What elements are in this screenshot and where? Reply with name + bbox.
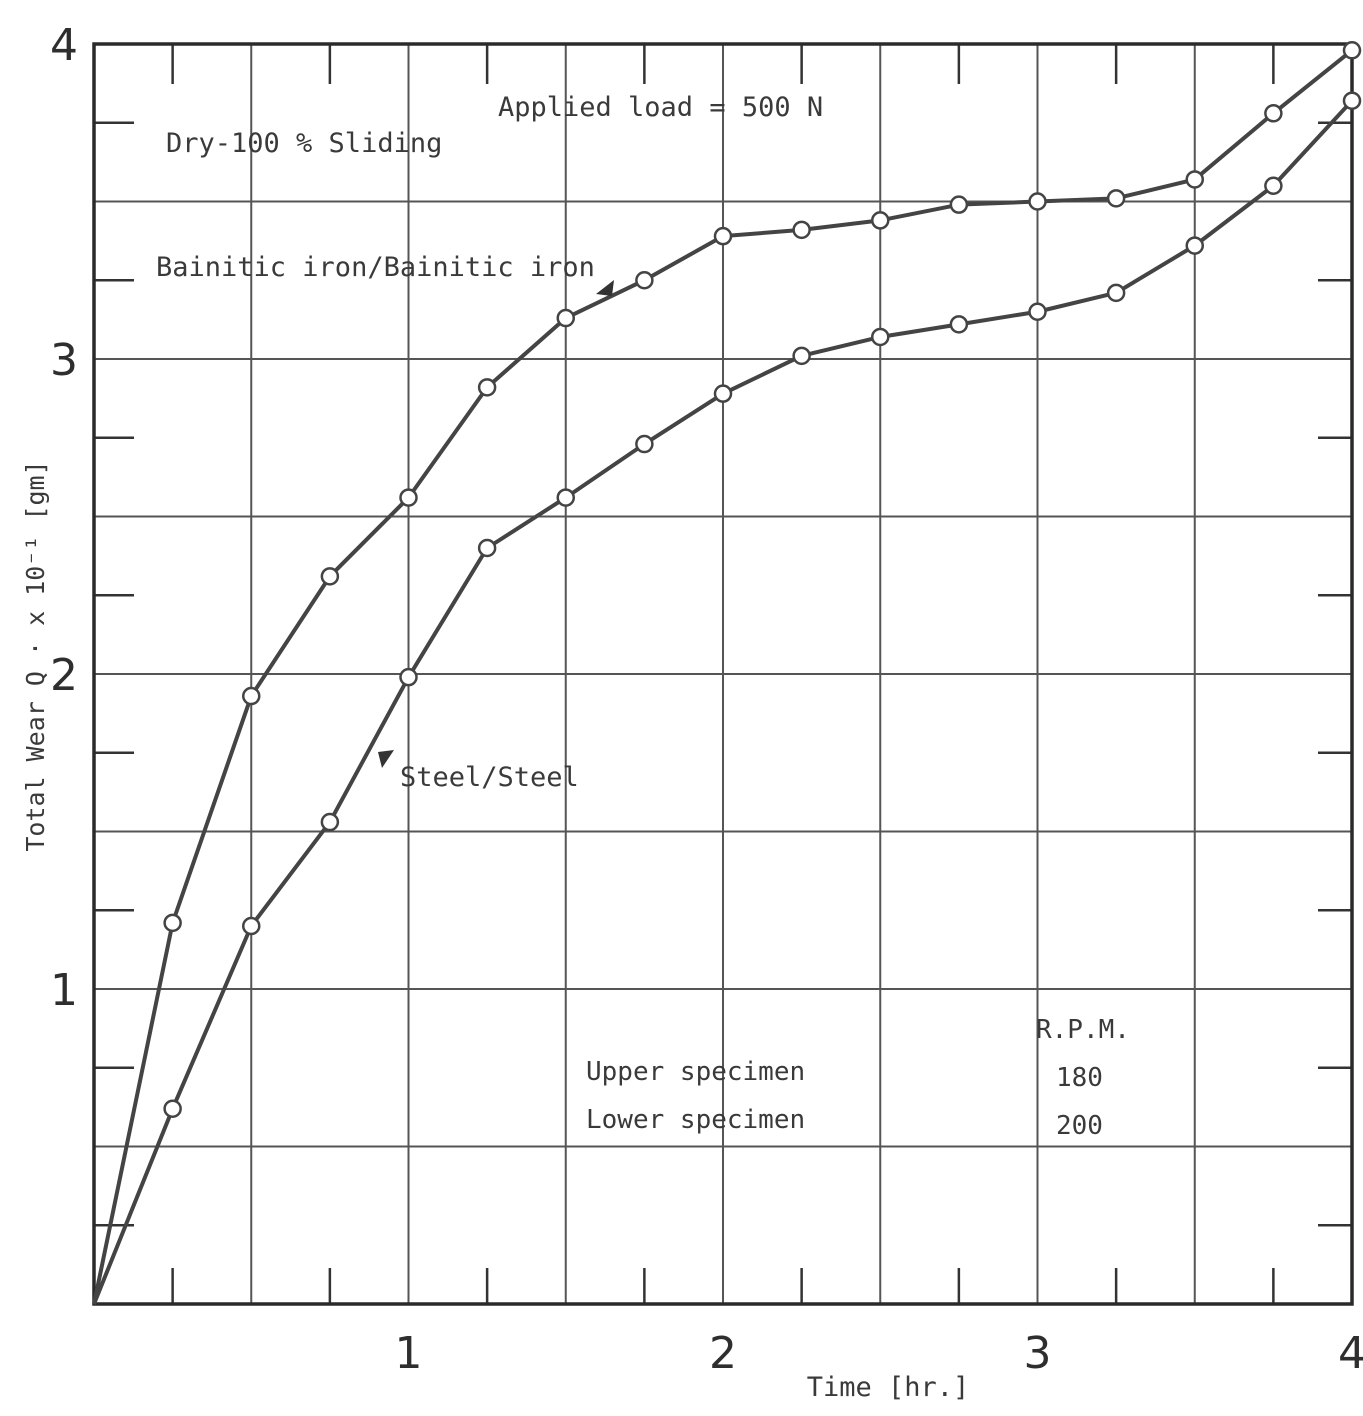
data-point-1 bbox=[477, 538, 497, 558]
data-point-0 bbox=[1028, 192, 1047, 211]
data-point-0 bbox=[399, 488, 418, 507]
data-point-1 bbox=[1342, 91, 1362, 110]
x-tick-label: 4 bbox=[1338, 1328, 1363, 1379]
data-point-1 bbox=[1185, 236, 1204, 255]
load-label: Applied load = 500 N bbox=[498, 92, 823, 123]
y-tick-label: 3 bbox=[50, 335, 78, 386]
y-axis-label: Total Wear Q · x 10⁻¹ [gm] bbox=[21, 460, 50, 851]
data-point-0 bbox=[242, 686, 261, 706]
data-point-0 bbox=[1342, 41, 1362, 60]
data-point-1 bbox=[320, 812, 340, 832]
data-point-1 bbox=[635, 434, 654, 454]
data-point-0 bbox=[1264, 104, 1283, 123]
data-point-1 bbox=[399, 667, 418, 687]
plot-frame bbox=[92, 42, 1354, 1306]
series-label-steel: Steel/Steel bbox=[400, 762, 579, 793]
data-point-0 bbox=[1185, 170, 1204, 189]
series-pointer-steel bbox=[378, 750, 394, 768]
y-tick-label: 4 bbox=[50, 20, 78, 71]
data-point-0 bbox=[1106, 189, 1126, 208]
data-point-0 bbox=[713, 226, 733, 246]
data-point-0 bbox=[871, 211, 890, 230]
condition-label: Dry-100 % Sliding bbox=[166, 128, 442, 159]
data-point-1 bbox=[713, 384, 733, 403]
data-point-1 bbox=[792, 346, 811, 366]
data-point-0 bbox=[556, 308, 575, 328]
x-tick-label: 1 bbox=[395, 1328, 423, 1379]
series-group bbox=[92, 41, 1362, 1305]
data-point-0 bbox=[635, 271, 654, 290]
data-point-0 bbox=[949, 195, 969, 214]
rpm-header: R.P.M. bbox=[1036, 1015, 1130, 1045]
lower-specimen-label: Lower specimen bbox=[586, 1105, 805, 1135]
grid-lines bbox=[94, 44, 1352, 1304]
data-point-1 bbox=[556, 488, 575, 507]
data-point-0 bbox=[477, 378, 497, 397]
y-tick-label: 1 bbox=[50, 965, 78, 1016]
lower-specimen-rpm: 200 bbox=[1056, 1111, 1103, 1141]
x-axis-label: Time [hr.] bbox=[807, 1372, 970, 1403]
axis-ticks bbox=[94, 44, 1352, 1304]
data-point-0 bbox=[320, 567, 340, 586]
data-point-1 bbox=[242, 916, 261, 936]
data-point-1 bbox=[1028, 302, 1047, 321]
y-tick-label: 2 bbox=[50, 650, 78, 701]
upper-specimen-rpm: 180 bbox=[1056, 1063, 1103, 1093]
data-point-1 bbox=[163, 1099, 182, 1118]
series-label-bainitic: Bainitic iron/Bainitic iron bbox=[156, 252, 595, 283]
data-point-1 bbox=[1106, 283, 1126, 303]
upper-specimen-label: Upper specimen bbox=[586, 1057, 805, 1087]
data-point-0 bbox=[163, 913, 182, 933]
data-point-1 bbox=[949, 315, 969, 334]
data-point-1 bbox=[1264, 176, 1283, 195]
tick-labels: 1 2 3 4 1 2 3 4 bbox=[50, 20, 1363, 1379]
data-point-0 bbox=[792, 220, 811, 240]
data-point-1 bbox=[871, 327, 890, 347]
series-pointer-bainitic bbox=[596, 280, 614, 296]
x-tick-label: 2 bbox=[709, 1328, 737, 1379]
x-tick-label: 3 bbox=[1024, 1328, 1052, 1379]
